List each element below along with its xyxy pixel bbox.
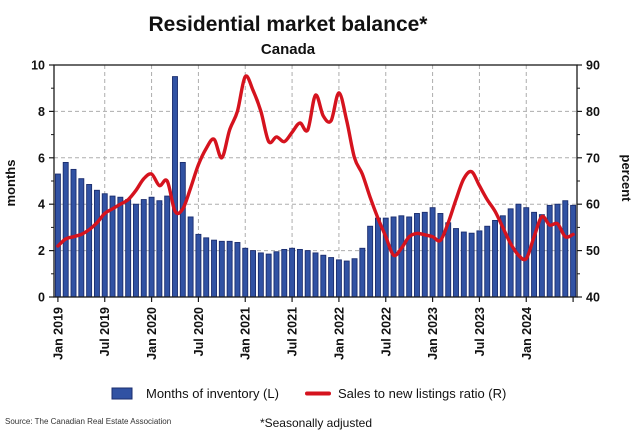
svg-text:8: 8 (38, 105, 45, 119)
svg-text:70: 70 (586, 151, 600, 165)
legend-swatch-snlr-line (305, 391, 331, 396)
svg-text:50: 50 (586, 244, 600, 258)
svg-text:80: 80 (586, 105, 600, 119)
legend-swatch-inventory (111, 387, 133, 400)
svg-text:6: 6 (38, 151, 45, 165)
legend-label-snlr: Sales to new listings ratio (R) (338, 386, 506, 401)
svg-text:Jan 2023: Jan 2023 (426, 307, 440, 360)
legend: Months of inventory (L) Sales to new lis… (111, 386, 506, 401)
svg-text:Jan 2022: Jan 2022 (332, 307, 346, 360)
chart-subtitle: Canada (261, 41, 316, 58)
svg-text:Jul 2020: Jul 2020 (192, 307, 206, 356)
svg-text:Jul 2023: Jul 2023 (473, 307, 487, 356)
svg-text:90: 90 (586, 59, 600, 73)
svg-text:Jan 2019: Jan 2019 (51, 307, 65, 360)
right-axis-title: percent (619, 155, 632, 203)
svg-text:4: 4 (38, 198, 45, 212)
svg-text:Jul 2019: Jul 2019 (98, 307, 112, 356)
svg-text:Jul 2022: Jul 2022 (379, 307, 393, 356)
legend-label-inventory: Months of inventory (L) (146, 386, 279, 401)
source-note: Source: The Canadian Real Estate Associa… (5, 417, 171, 426)
svg-text:60: 60 (586, 198, 600, 212)
svg-text:Jan 2020: Jan 2020 (145, 307, 159, 360)
chart-title: Residential market balance* (149, 13, 429, 36)
svg-text:Jan 2021: Jan 2021 (239, 307, 253, 360)
svg-text:2: 2 (38, 244, 45, 258)
left-axis-title: months (3, 160, 18, 207)
seasonally-adjusted-footnote: *Seasonally adjusted (260, 416, 372, 430)
svg-text:40: 40 (586, 291, 600, 305)
svg-text:0: 0 (38, 291, 45, 305)
plot-area: 0 2 4 6 8 10 40 50 60 70 80 90 Jan 2019 Jul 2019 Jan 2… (31, 59, 600, 360)
svg-text:Jan 2024: Jan 2024 (520, 307, 534, 360)
svg-text:10: 10 (31, 59, 45, 73)
svg-text:Jul 2021: Jul 2021 (286, 307, 300, 356)
